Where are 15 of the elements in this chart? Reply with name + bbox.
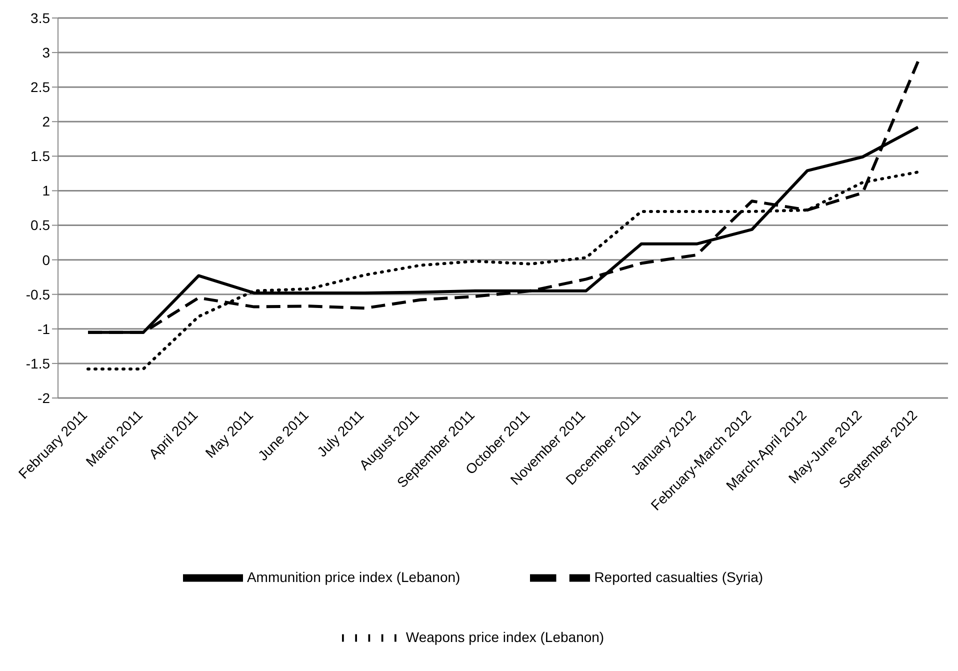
y-tick-label: 2	[42, 114, 50, 130]
legend-label: Ammunition price index (Lebanon)	[246, 568, 460, 585]
y-tick-label: -0.5	[26, 286, 50, 302]
y-tick-label: -1.5	[26, 355, 50, 372]
y-tick-label: -1	[38, 320, 50, 337]
y-tick-label: 1.5	[30, 148, 50, 164]
y-tick-label: 0	[42, 252, 50, 268]
y-tick-label: 3	[42, 44, 50, 61]
legend-label: Reported casualties (Syria)	[594, 568, 764, 585]
y-tick-label: 3.5	[30, 10, 50, 26]
y-tick-label: -2	[38, 390, 50, 406]
y-tick-label: 2.5	[30, 79, 50, 96]
legend-label: Weapons price index (Lebanon)	[406, 628, 604, 645]
y-tick-label: 1	[42, 182, 50, 199]
y-tick-label: 0.5	[30, 217, 50, 234]
